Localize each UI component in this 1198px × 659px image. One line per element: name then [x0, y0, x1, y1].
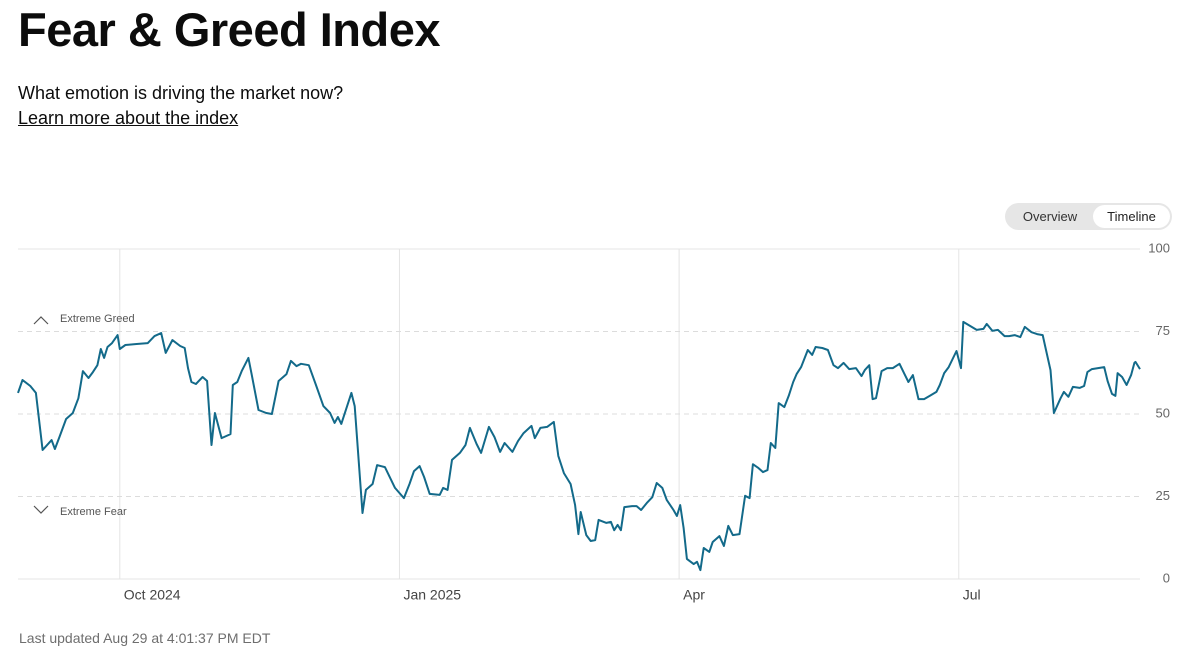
y-tick-label: 25 — [1156, 488, 1170, 503]
learn-more-link[interactable]: Learn more about the index — [18, 108, 239, 128]
y-tick-label: 100 — [1148, 240, 1170, 255]
overview-tab[interactable]: Overview — [1022, 209, 1078, 224]
y-tick-label: 0 — [1163, 570, 1170, 585]
subtitle: What emotion is driving the market now? — [18, 83, 344, 103]
x-tick-label: Apr — [683, 587, 705, 603]
chart: Extreme Greed Extreme Fear 0 25 50 75 100 Oct… — [17, 240, 1170, 603]
greed-label: Extreme Greed — [60, 313, 135, 325]
x-tick-label: Jan 2025 — [403, 587, 461, 603]
x-tick-label: Oct 2024 — [124, 587, 181, 603]
index-line — [17, 320, 1141, 572]
x-tick-label: Jul — [963, 587, 981, 603]
fear-label: Extreme Fear — [60, 506, 127, 518]
y-tick-label: 50 — [1156, 405, 1170, 420]
timeline-tab[interactable]: Timeline — [1093, 205, 1170, 228]
last-updated: Last updated Aug 29 at 4:01:37 PM EDT — [19, 630, 271, 646]
page-title: Fear & Greed Index — [18, 3, 441, 56]
y-tick-label: 75 — [1156, 323, 1170, 338]
fear-icon — [33, 505, 49, 514]
view-toggle: Overview Timeline — [1005, 203, 1172, 230]
greed-icon — [33, 316, 49, 325]
